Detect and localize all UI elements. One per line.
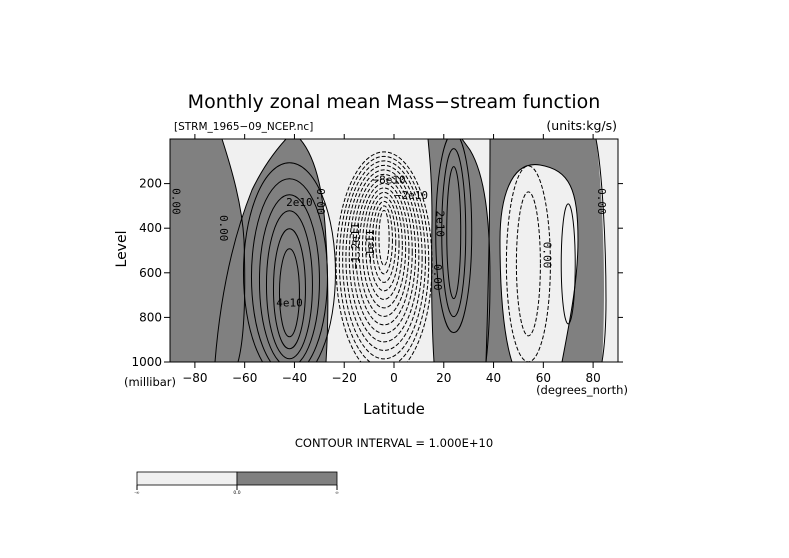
contour-interval-label: CONTOUR INTERVAL = 1.000E+10 xyxy=(295,436,493,450)
x-axis-unit: (degrees_north) xyxy=(536,383,628,397)
contour-zero-line xyxy=(170,139,246,362)
contour-label: −8e10 xyxy=(372,174,405,187)
contour-positive-north xyxy=(446,166,462,300)
contour-positive-north xyxy=(441,148,467,318)
contour-negative-equatorial xyxy=(342,160,426,360)
contour-label: 0.00 xyxy=(595,188,608,215)
contour-label: 2e10 xyxy=(433,210,446,237)
y-tick-label: 1000 xyxy=(131,355,162,369)
file-label: [STRM_1965−09_NCEP.nc] xyxy=(174,121,313,133)
x-tick-label: −80 xyxy=(182,371,207,385)
contour-label: −1.2e11 xyxy=(349,223,362,269)
x-tick-label: −20 xyxy=(332,371,357,385)
contour-label: −2e10 xyxy=(395,189,428,202)
contour-negative-equatorial xyxy=(361,187,407,309)
contour-positive-highlat xyxy=(560,203,576,325)
x-tick-label: 80 xyxy=(585,371,600,385)
units-label: (units:kg/s) xyxy=(546,118,617,133)
contour-positive-south xyxy=(258,194,320,362)
positive-region-northern xyxy=(486,139,606,362)
contour-label: 0.00 xyxy=(217,215,230,242)
y-tick-label: 600 xyxy=(139,266,162,280)
contour-lines xyxy=(170,139,607,362)
contour-label: 0.00 xyxy=(540,242,553,269)
contour-negative-equatorial xyxy=(348,169,420,343)
x-tick-label: −60 xyxy=(232,371,257,385)
contour-positive-south xyxy=(265,210,313,360)
positive-region-southern-cell xyxy=(215,139,328,362)
x-tick-label: 20 xyxy=(436,371,451,385)
contour-negative-equatorial xyxy=(352,173,417,334)
contour-negative-equatorial xyxy=(338,155,430,362)
contour-positive-south xyxy=(242,162,336,362)
y-axis-label: Level xyxy=(114,231,130,268)
contour-negative-equatorial xyxy=(378,209,390,266)
x-axis: −80 −60 −40 −20 0 20 40 60 80 xyxy=(182,134,601,385)
y-axis: 200 400 600 800 1000 xyxy=(131,177,623,369)
contour-label: −1e11 xyxy=(364,229,377,262)
y-tick-label: 800 xyxy=(139,310,162,324)
contour-label: 2e10 xyxy=(286,196,313,209)
negative-region-right-edge xyxy=(596,139,618,362)
contour-negative-equatorial xyxy=(371,200,397,283)
colorbar-label-min: -∞ xyxy=(134,491,140,496)
y-tick-label: 400 xyxy=(139,221,162,235)
x-tick-label: 0 xyxy=(390,371,398,385)
chart-title: Monthly zonal mean Mass−stream function xyxy=(188,91,601,113)
contour-label: 4e10 xyxy=(276,296,303,309)
colorbar-negative-swatch xyxy=(136,471,238,486)
contour-negative-equatorial xyxy=(375,205,393,275)
contour-label: 0.00 xyxy=(431,264,444,291)
positive-region-bottom-left xyxy=(170,300,218,362)
contour-negative-midlat xyxy=(515,191,541,337)
x-axis-label: Latitude xyxy=(363,400,425,418)
contour-positive-south xyxy=(272,228,306,350)
contour-positive-north xyxy=(435,139,473,334)
colorbar-label-max: ∞ xyxy=(335,491,339,496)
contour-negative-equatorial xyxy=(368,196,400,292)
contour-negative-equatorial xyxy=(345,164,423,351)
contour-negative-equatorial xyxy=(355,178,413,326)
y-axis-unit: (millibar) xyxy=(124,375,176,389)
y-tick-label: 200 xyxy=(139,177,162,191)
contour-negative-equatorial xyxy=(358,182,410,317)
contour-label: 0.00 xyxy=(314,188,327,215)
contour-positive-south xyxy=(278,248,300,338)
x-tick-label: 60 xyxy=(536,371,551,385)
x-tick-label: 40 xyxy=(486,371,501,385)
colorbar-positive-swatch xyxy=(236,471,338,486)
colorbar-label-zero: 0.0 xyxy=(233,490,240,496)
x-tick-label: −40 xyxy=(282,371,307,385)
positive-region-equator-north xyxy=(428,139,490,362)
contour-label: 0.00 xyxy=(169,188,182,215)
colorbar: -∞ 0.0 ∞ xyxy=(134,471,339,496)
